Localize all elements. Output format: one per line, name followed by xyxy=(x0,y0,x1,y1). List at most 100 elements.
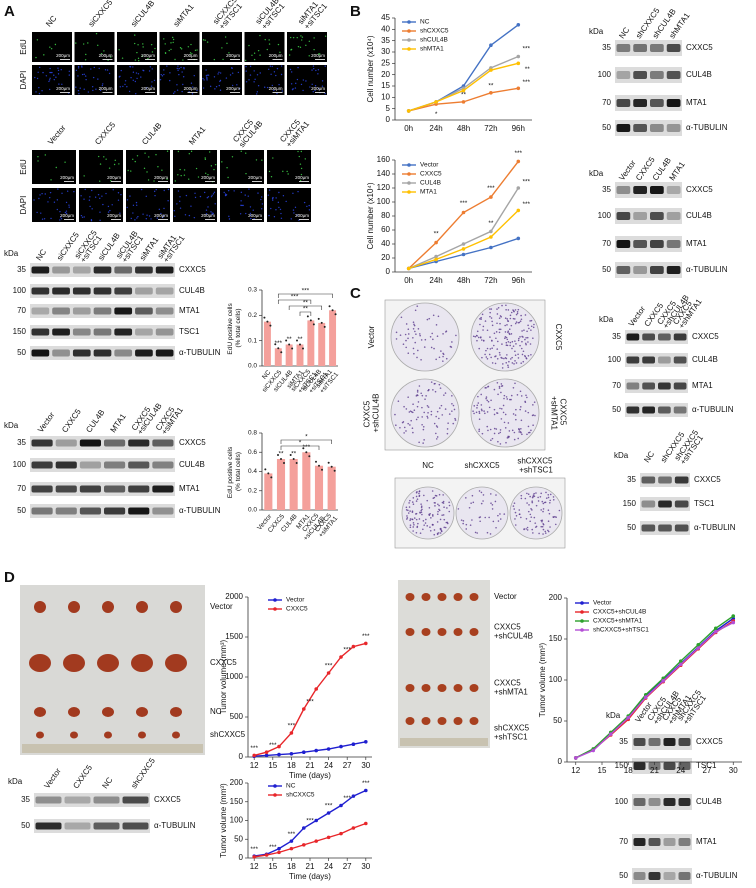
colony xyxy=(499,328,502,331)
legend-marker xyxy=(273,598,277,602)
tumor xyxy=(405,684,415,692)
cell-dot xyxy=(213,58,216,61)
colony xyxy=(403,405,405,408)
cell-dot xyxy=(270,207,272,210)
cell-dot xyxy=(147,179,150,181)
colony xyxy=(508,435,510,438)
replicate-dot xyxy=(321,468,323,471)
data-point xyxy=(351,794,356,798)
protein-label: MTA1 xyxy=(686,239,707,248)
colony xyxy=(541,500,544,503)
cell-dot xyxy=(154,47,156,50)
colony xyxy=(395,331,398,334)
cell-dot xyxy=(207,196,210,198)
kda-label: kDa xyxy=(589,27,604,36)
colony xyxy=(428,513,430,516)
colony xyxy=(418,492,420,495)
colony xyxy=(526,526,529,529)
replicate-dot xyxy=(289,453,292,456)
cell-dot xyxy=(264,38,266,41)
data-point xyxy=(277,850,281,855)
cell-dot xyxy=(228,218,231,220)
data-point xyxy=(364,821,368,826)
cell-dot xyxy=(314,89,316,92)
cell-dot xyxy=(224,36,227,38)
cell-dot xyxy=(278,191,280,194)
blot-band xyxy=(666,240,681,248)
cell-dot xyxy=(89,205,91,208)
data-point xyxy=(289,731,294,735)
tumor xyxy=(97,654,119,672)
cell-dot xyxy=(105,158,107,160)
colony xyxy=(454,417,456,420)
cell-dot xyxy=(167,188,170,191)
colony xyxy=(445,330,448,333)
cell-dot xyxy=(211,213,213,216)
micrograph xyxy=(79,150,123,184)
cell-dot xyxy=(39,194,41,196)
replicate-dot xyxy=(266,320,269,323)
cell-dot xyxy=(194,196,197,199)
colony xyxy=(486,425,489,428)
colony xyxy=(460,519,463,521)
cell-dot xyxy=(245,212,247,215)
legend-label: Vector xyxy=(286,597,305,604)
cell-dot xyxy=(261,159,263,161)
cell-dot xyxy=(132,71,135,73)
colony xyxy=(527,425,530,428)
marker-label: 70 xyxy=(602,98,611,107)
blot-band xyxy=(52,328,70,336)
colony xyxy=(422,528,424,531)
micrograph xyxy=(202,65,242,95)
colony xyxy=(503,357,505,360)
colony xyxy=(476,339,478,342)
marker-label: 70 xyxy=(17,306,26,315)
group-label: Vector xyxy=(210,602,233,611)
cell-dot xyxy=(227,176,229,179)
colony xyxy=(496,348,499,350)
tumor xyxy=(104,731,112,739)
blot-band xyxy=(31,266,50,274)
colony xyxy=(412,403,414,406)
cell-dot xyxy=(140,76,142,78)
marker-label: 35 xyxy=(619,737,628,746)
colony xyxy=(541,520,543,523)
cell-dot xyxy=(49,46,51,48)
scale-bar-label: 200μm xyxy=(201,175,215,180)
colony xyxy=(412,431,414,434)
colony xyxy=(533,492,535,495)
cell-dot xyxy=(276,92,278,95)
colony xyxy=(518,509,521,511)
cell-dot xyxy=(221,47,223,49)
cell-dot xyxy=(77,75,79,77)
colony xyxy=(412,336,414,339)
colony xyxy=(412,526,415,528)
blot-background xyxy=(615,40,682,56)
colony xyxy=(514,318,516,320)
cell-dot xyxy=(99,180,101,182)
colony xyxy=(478,412,481,415)
blot-band xyxy=(79,507,101,515)
colony xyxy=(410,419,412,422)
cell-dot xyxy=(207,173,209,176)
blot-band xyxy=(674,524,689,532)
data-point xyxy=(678,662,683,667)
colony xyxy=(435,438,438,440)
colony xyxy=(530,329,532,331)
cell-dot xyxy=(245,81,248,83)
tumor xyxy=(165,654,187,672)
data-point xyxy=(314,818,319,823)
data-point xyxy=(489,235,493,239)
cell-dot xyxy=(294,206,297,209)
scale-bar-label: 200μm xyxy=(226,53,240,58)
cell-dot xyxy=(49,67,51,70)
blot-band xyxy=(72,307,91,315)
cell-dot xyxy=(206,79,208,81)
colony xyxy=(503,397,505,400)
micrograph xyxy=(117,65,157,95)
colony xyxy=(421,423,423,426)
cell-dot xyxy=(55,166,57,169)
cell-dot xyxy=(276,67,279,70)
colony xyxy=(495,494,497,496)
cell-dot xyxy=(132,66,134,68)
